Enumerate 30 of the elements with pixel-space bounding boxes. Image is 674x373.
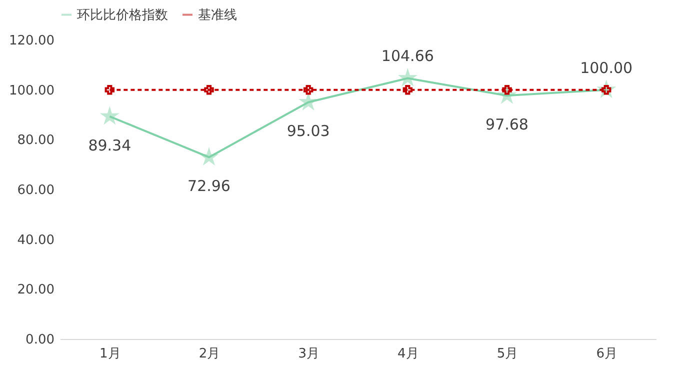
data-label: 100.00 [580,58,633,77]
x-tick-label: 3月 [298,346,320,362]
x-tick-label: 1月 [100,346,121,362]
x-tick-label: 5月 [496,346,518,362]
data-label: 97.68 [486,116,528,134]
data-label: 89.34 [88,136,132,154]
y-tick-label: 20.00 [17,282,54,298]
y-tick-label: 0.00 [26,332,54,348]
data-label: 72.96 [188,177,230,196]
point [204,84,214,95]
y-tick-label: 100.00 [9,83,54,98]
point [398,68,418,87]
legend-label: 基准线 [198,8,237,23]
point [298,92,318,111]
y-tick-label: 120.00 [9,34,54,48]
point [502,84,512,95]
x-tick-label: 2月 [198,346,220,362]
legend-label: 环比比价格指数 [77,8,168,23]
y-tick-label: 80.00 [17,133,54,148]
data-label: 104.66 [381,47,434,66]
x-tick-label: 6月 [596,346,618,362]
point [104,84,115,95]
point [303,84,314,95]
y-tick-label: 40.00 [17,232,54,248]
point [402,84,413,95]
y-tick-label: 60.00 [17,183,54,198]
x-tick-label: 4月 [398,346,419,362]
data-label: 95.03 [286,122,330,140]
point [100,106,120,125]
point [199,146,219,166]
